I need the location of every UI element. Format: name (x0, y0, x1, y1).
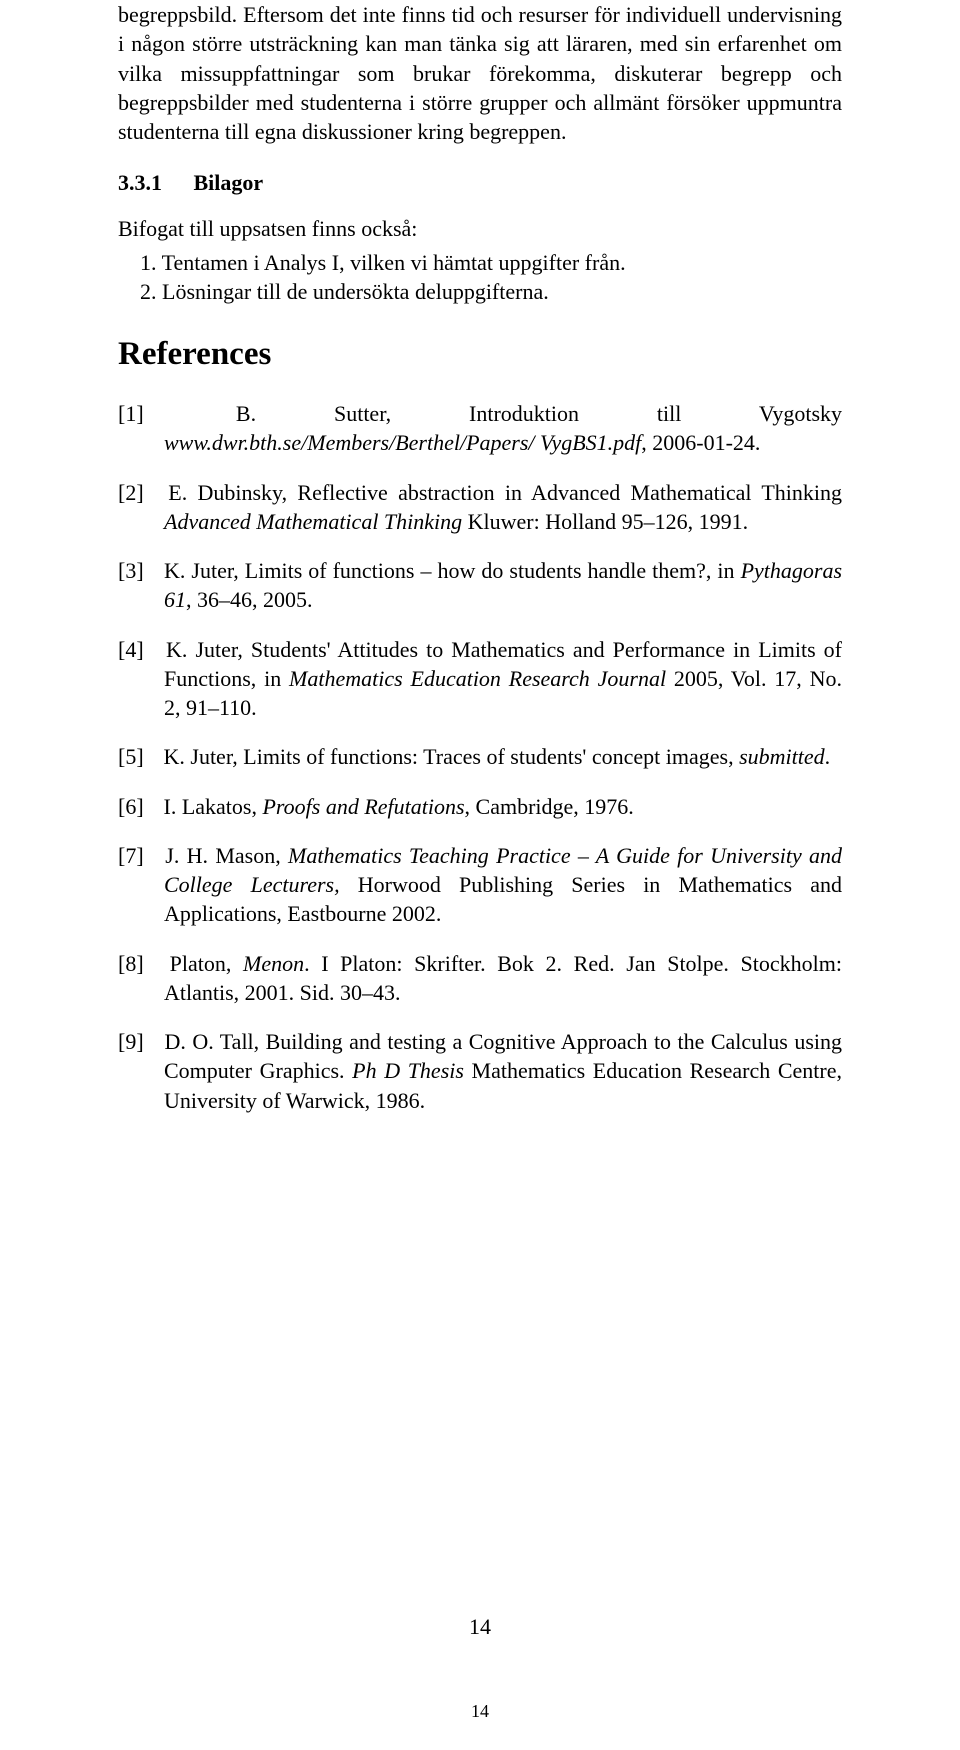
page: begreppsbild. Eftersom det inte finns ti… (0, 0, 960, 1750)
reference-text-post: Kluwer: Holland 95–126, 1991. (462, 509, 748, 534)
reference-text-ital: Proofs and Refutations (262, 794, 464, 819)
reference-text-post: , 2006-01-24. (641, 430, 760, 455)
reference-item: [6] I. Lakatos, Proofs and Refutations, … (118, 792, 842, 821)
reference-tag: [2] (118, 478, 158, 507)
page-number-outer: 14 (0, 1701, 960, 1722)
reference-item: [4] K. Juter, Students' Attitudes to Mat… (118, 635, 842, 723)
reference-item: [2] E. Dubinsky, Reflective abstraction … (118, 478, 842, 537)
reference-item: [5] K. Juter, Limits of functions: Trace… (118, 742, 842, 771)
reference-tag: [4] (118, 635, 158, 664)
reference-text-ital: submitted (739, 744, 825, 769)
reference-item: [3] K. Juter, Limits of functions – how … (118, 556, 842, 615)
subsection-number: 3.3.1 (118, 170, 188, 196)
subsection-title: Bilagor (194, 170, 264, 195)
reference-text-pre: K. Juter, Limits of functions: Traces of… (164, 744, 740, 769)
reference-text-pre: K. Juter, Limits of functions – how do s… (164, 558, 741, 583)
reference-tag: [9] (118, 1027, 158, 1056)
reference-text-pre: E. Dubinsky, Reflective abstraction in A… (168, 480, 842, 505)
reference-text-pre: B. Sutter, Introduktion till Vygotsky (236, 401, 842, 426)
page-number-inner: 14 (0, 1614, 960, 1640)
reference-tag: [6] (118, 792, 158, 821)
enum-item: 2. Lösningar till de undersökta deluppgi… (118, 277, 842, 306)
reference-item: [1] B. Sutter, Introduktion till Vygotsk… (118, 399, 842, 458)
reference-tag: [3] (118, 556, 158, 585)
reference-tag: [5] (118, 742, 158, 771)
subsection-heading: 3.3.1 Bilagor (118, 170, 842, 196)
reference-text-post: . (825, 744, 831, 769)
reference-item: [8] Platon, Menon. I Platon: Skrifter. B… (118, 949, 842, 1008)
reference-tag: [1] (118, 399, 158, 428)
enum-item: 1. Tentamen i Analys I, vilken vi hämtat… (118, 248, 842, 277)
reference-tag: [7] (118, 841, 158, 870)
reference-text-ital: Advanced Mathematical Thinking (164, 509, 462, 534)
reference-item: [9] D. O. Tall, Building and testing a C… (118, 1027, 842, 1115)
reference-text-ital: Mathematics Education Research Journal (289, 666, 666, 691)
reference-tag: [8] (118, 949, 158, 978)
reference-text-ital: Menon (243, 951, 304, 976)
reference-text-ital: www.dwr.bth.se/Members/Berthel/Papers/ V… (164, 430, 641, 455)
continuation-paragraph: begreppsbild. Eftersom det inte finns ti… (118, 0, 842, 146)
enum-intro: Bifogat till uppsatsen finns också: (118, 214, 842, 243)
reference-item: [7] J. H. Mason, Mathematics Teaching Pr… (118, 841, 842, 929)
reference-text-pre: J. H. Mason, (165, 843, 288, 868)
references-title: References (118, 336, 842, 373)
reference-text-pre: I. Lakatos, (164, 794, 263, 819)
reference-text-post: , Cambridge, 1976. (465, 794, 634, 819)
reference-text-post: , 36–46, 2005. (186, 587, 313, 612)
reference-text-ital: Ph D Thesis (352, 1058, 464, 1083)
reference-text-pre: Platon, (170, 951, 243, 976)
